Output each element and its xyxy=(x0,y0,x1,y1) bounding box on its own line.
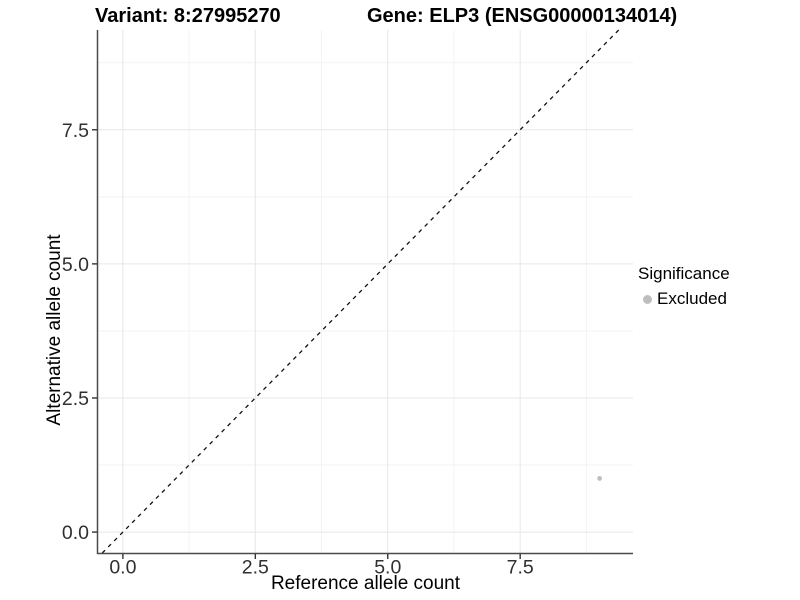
legend-item-label: Excluded xyxy=(657,289,727,308)
plot-title-gene: Gene: ELP3 (ENSG00000134014) xyxy=(367,5,678,27)
x-axis-title: Reference allele count xyxy=(270,573,461,594)
x-tick-label: 2.5 xyxy=(242,557,269,579)
y-tick-label: 5.0 xyxy=(62,254,89,276)
data-point xyxy=(597,476,603,481)
y-tick-label: 7.5 xyxy=(62,120,89,142)
legend-item-excluded: Excluded xyxy=(638,289,730,309)
x-tick-label: 7.5 xyxy=(507,557,534,579)
y-tick-label: 2.5 xyxy=(62,388,89,410)
y-tick-label: 0.0 xyxy=(62,522,89,544)
plot-title-variant: Variant: 8:27995270 xyxy=(95,5,281,27)
x-tick-label: 0.0 xyxy=(109,557,136,579)
legend-dot-icon xyxy=(643,294,652,304)
y-axis-title: Alternative allele count xyxy=(44,234,65,426)
legend-title: Significance xyxy=(638,264,730,283)
legend: Significance Excluded xyxy=(638,264,730,309)
identity-dashed-line xyxy=(101,29,620,554)
x-tick-label: 5.0 xyxy=(374,557,401,579)
